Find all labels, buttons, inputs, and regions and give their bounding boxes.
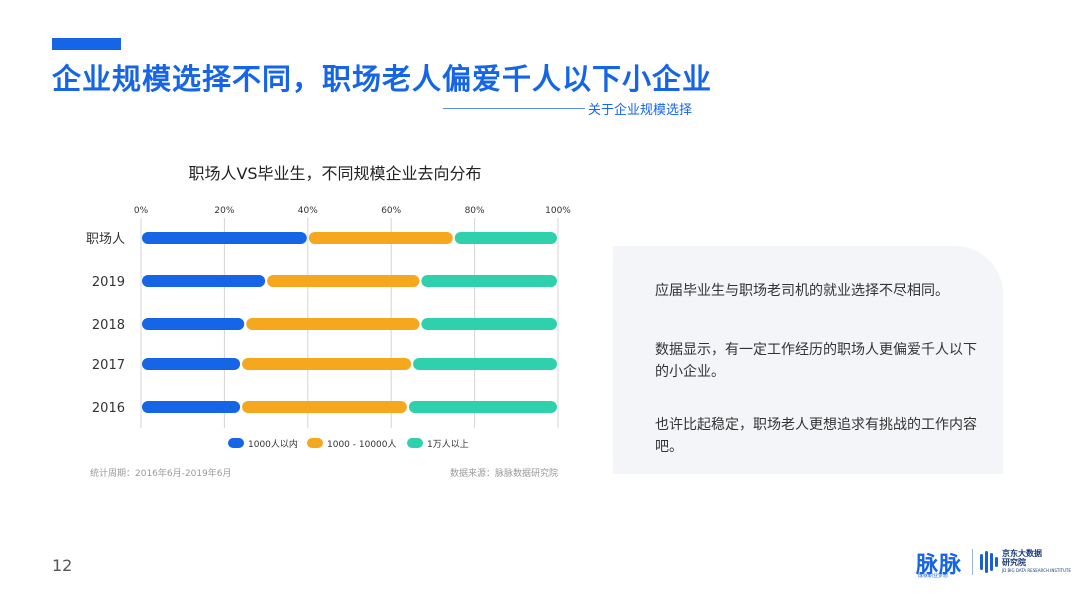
- x-tick-label: 60%: [381, 206, 401, 216]
- bar-segment: [142, 275, 266, 287]
- insight-paragraph-1: 应届毕业生与职场老司机的就业选择不尽相同。: [655, 283, 949, 299]
- subtitle-rule: [443, 108, 585, 109]
- insight-panel: 应届毕业生与职场老司机的就业选择不尽相同。 数据显示，有一定工作经历的职场人更偏…: [613, 246, 1003, 474]
- title-accent-bar: [52, 38, 121, 50]
- bar-segment: [413, 358, 557, 370]
- stacked-bar-chart: 0% 20% 40% 60% 80% 100% 职场人 2019 2018 2017 2016 100…: [86, 206, 571, 479]
- maimai-logo: 脉脉: [916, 553, 963, 578]
- x-tick-label: 20%: [214, 206, 234, 216]
- y-category-label: 2019: [92, 275, 125, 290]
- bar-segment: [142, 401, 241, 413]
- maimai-logo-tagline: 成就职业梦想: [918, 573, 949, 579]
- jd-logo-english: JD BIG DATA RESEARCH INSTITUTE: [1002, 568, 1071, 573]
- legend-label: 1000人以内: [248, 438, 298, 450]
- jd-logo-icon: [980, 551, 998, 573]
- bar-segment: [142, 232, 307, 244]
- legend-label: 1万人以上: [427, 439, 469, 450]
- x-tick-label: 0%: [134, 206, 149, 216]
- bar-segment: [242, 358, 412, 370]
- bar-segment: [454, 232, 557, 244]
- page-subtitle: 关于企业规模选择: [588, 103, 693, 118]
- bar-segment: [421, 318, 557, 330]
- bar-segment: [421, 275, 557, 287]
- chart-footnote-source: 数据来源：脉脉数据研究院: [450, 467, 558, 479]
- x-tick-label: 80%: [465, 206, 485, 216]
- bar-segment: [142, 318, 245, 330]
- bar-segment: [308, 232, 453, 244]
- bar-segment: [267, 275, 420, 287]
- bar-segment: [242, 401, 407, 413]
- y-category-label: 2016: [92, 401, 125, 416]
- footer-logos: 脉脉 成就职业梦想 京东大数据 研究院 JD BIG DATA RESEARCH…: [916, 547, 1071, 579]
- bar-segment: [408, 401, 557, 413]
- jd-logo-line-1: 京东大数据: [1002, 549, 1042, 558]
- jd-logo-line-2: 研究院: [1002, 558, 1026, 567]
- legend-swatch: [228, 438, 244, 448]
- insight-paragraph-3: 也许比起稳定，职场老人更想追求有挑战的工作内容吧。: [655, 417, 977, 455]
- chart-footnote-period: 统计周期：2016年6月-2019年6月: [90, 467, 232, 479]
- legend-swatch: [307, 438, 323, 448]
- y-category-label: 2017: [92, 358, 125, 373]
- insight-paragraph-2: 数据显示，有一定工作经历的职场人更偏爱千人以下的小企业。: [655, 342, 977, 380]
- legend-label: 1000 - 10000人: [327, 439, 397, 450]
- bar-segment: [246, 318, 420, 330]
- x-tick-label: 40%: [298, 206, 318, 216]
- bar-segment: [142, 358, 241, 370]
- y-category-label: 2018: [92, 318, 125, 333]
- x-tick-label: 100%: [545, 206, 571, 216]
- y-category-label: 职场人: [86, 232, 125, 247]
- jd-logo-text: 京东大数据 研究院: [1002, 549, 1042, 567]
- logo-divider: [972, 549, 973, 575]
- page-title: 企业规模选择不同，职场老人偏爱千人以下小企业: [52, 62, 713, 96]
- page-number: 12: [52, 556, 73, 575]
- legend-swatch: [407, 438, 423, 448]
- chart-title: 职场人VS毕业生，不同规模企业去向分布: [188, 164, 482, 183]
